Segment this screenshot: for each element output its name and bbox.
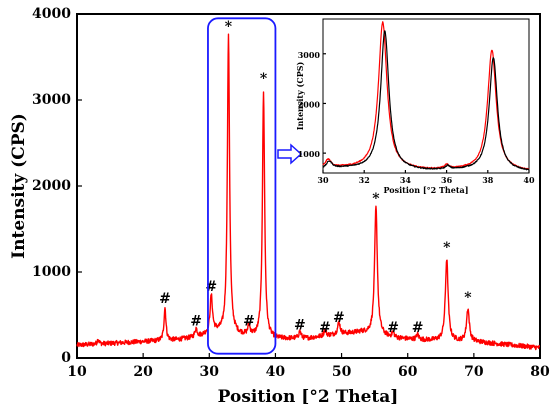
peak-marker-hash: # — [387, 320, 399, 336]
y-tick-label: 3000 — [32, 92, 71, 108]
inset-chart: 30 32 34 36 38 40 1000 2000 3000 Position [°2 Th… — [295, 18, 535, 195]
x-tick-label: 30 — [317, 175, 329, 185]
inset-axis-ticks: 30 32 34 36 38 40 1000 2000 3000 — [298, 50, 535, 185]
inset-y-axis-label: Intensity (CPS) — [295, 62, 305, 131]
inset-series-group — [322, 21, 530, 171]
zoom-arrow-icon — [277, 143, 303, 165]
peak-marker-star: * — [260, 71, 268, 87]
x-tick-label: 32 — [359, 175, 370, 185]
peak-marker-hash: # — [333, 310, 345, 326]
x-tick-label: 40 — [523, 175, 535, 185]
x-tick-label: 60 — [398, 364, 418, 380]
x-tick-label: 10 — [67, 364, 87, 380]
peak-marker-hash: # — [190, 313, 202, 329]
main-series-group — [76, 33, 541, 351]
x-axis-label: Position [°2 Theta] — [218, 387, 399, 407]
y-tick-label: 0 — [61, 350, 71, 366]
y-axis-label: Intensity (CPS) — [9, 113, 29, 259]
x-tick-label: 30 — [200, 364, 220, 380]
y-tick-label: 2000 — [298, 99, 321, 109]
x-tick-label: 34 — [400, 175, 412, 185]
peak-marker-star: * — [464, 290, 472, 306]
peak-marker-star: * — [372, 191, 380, 207]
x-tick-label: 38 — [482, 175, 494, 185]
peak-marker-hash: # — [159, 291, 171, 307]
inset-plot-frame — [322, 18, 530, 174]
peak-marker-hash: # — [412, 320, 424, 336]
y-tick-label: 1000 — [32, 264, 71, 280]
series-line-0 — [322, 21, 530, 170]
main-axis-ticks: 10 20 30 40 50 60 70 80 0 1000 2000 3000 4000 — [32, 6, 550, 380]
x-tick-label: 50 — [332, 364, 352, 380]
y-tick-label: 1000 — [298, 149, 321, 159]
y-tick-label: 4000 — [32, 6, 71, 22]
series-line-1 — [322, 30, 530, 171]
y-tick-label: 2000 — [32, 178, 71, 194]
inset-x-axis-label: Position [°2 Theta] — [383, 185, 468, 195]
peak-marker-hash: # — [205, 279, 217, 295]
highlight-range-box — [207, 17, 277, 355]
peak-marker-hash: # — [294, 318, 306, 334]
y-tick-label: 3000 — [298, 50, 321, 60]
peak-marker-hash: # — [319, 320, 331, 336]
series-line-0 — [76, 33, 541, 351]
peak-marker-star: * — [225, 19, 233, 35]
x-tick-label: 40 — [266, 364, 286, 380]
peak-marker-star: * — [443, 240, 451, 256]
x-tick-label: 20 — [133, 364, 153, 380]
x-tick-label: 80 — [530, 364, 550, 380]
peak-annotations: *****#### # ### # — [159, 19, 472, 336]
x-tick-label: 36 — [441, 175, 453, 185]
x-tick-label: 70 — [464, 364, 484, 380]
peak-marker-hash: # — [243, 313, 255, 329]
